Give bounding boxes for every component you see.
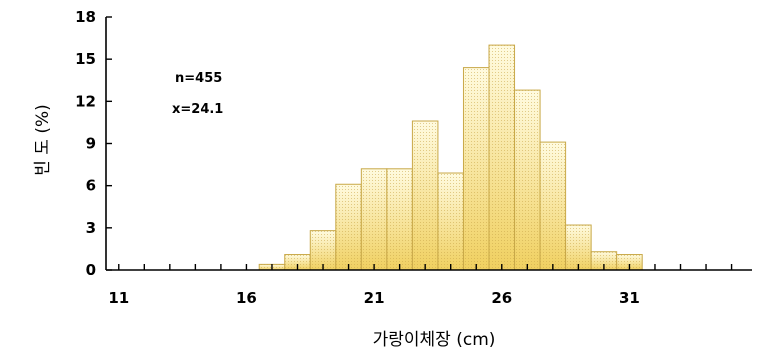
y-tick-label: 12 xyxy=(75,92,96,110)
histogram-bar xyxy=(539,141,567,271)
histogram-bar xyxy=(386,168,413,271)
x-tick-label: 16 xyxy=(236,289,257,307)
y-axis-title: 빈 도 (%) xyxy=(33,104,53,176)
y-tick-label: 3 xyxy=(86,219,96,237)
histogram-bar xyxy=(462,67,490,271)
x-tick-label: 21 xyxy=(364,289,385,307)
x-tick-label: 31 xyxy=(619,289,640,307)
x-axis-title: 가랑이체장 (cm) xyxy=(373,330,496,350)
x-tick-label: 11 xyxy=(108,289,129,307)
mean-annotation: x=24.1 xyxy=(172,102,223,117)
bars-group xyxy=(258,44,643,271)
sample-size-annotation: n=455 xyxy=(175,71,222,86)
histogram-bar xyxy=(411,120,439,271)
histogram-bar xyxy=(284,254,311,271)
y-tick-label: 6 xyxy=(86,177,96,195)
ticks-group: 0 3 6 9 12 15 18 11 16 21 26 31 xyxy=(75,8,733,307)
y-tick-label: 9 xyxy=(86,135,96,153)
histogram-bar xyxy=(565,224,592,271)
y-tick-label: 0 xyxy=(86,261,96,279)
histogram-bar xyxy=(514,89,541,271)
histogram-bar xyxy=(437,172,464,271)
y-tick-label: 15 xyxy=(75,50,96,68)
x-tick-label: 26 xyxy=(491,289,512,307)
histogram-bar xyxy=(335,183,362,271)
histogram-bar xyxy=(488,44,516,271)
y-tick-label: 18 xyxy=(75,8,96,26)
histogram-bar xyxy=(360,168,388,271)
